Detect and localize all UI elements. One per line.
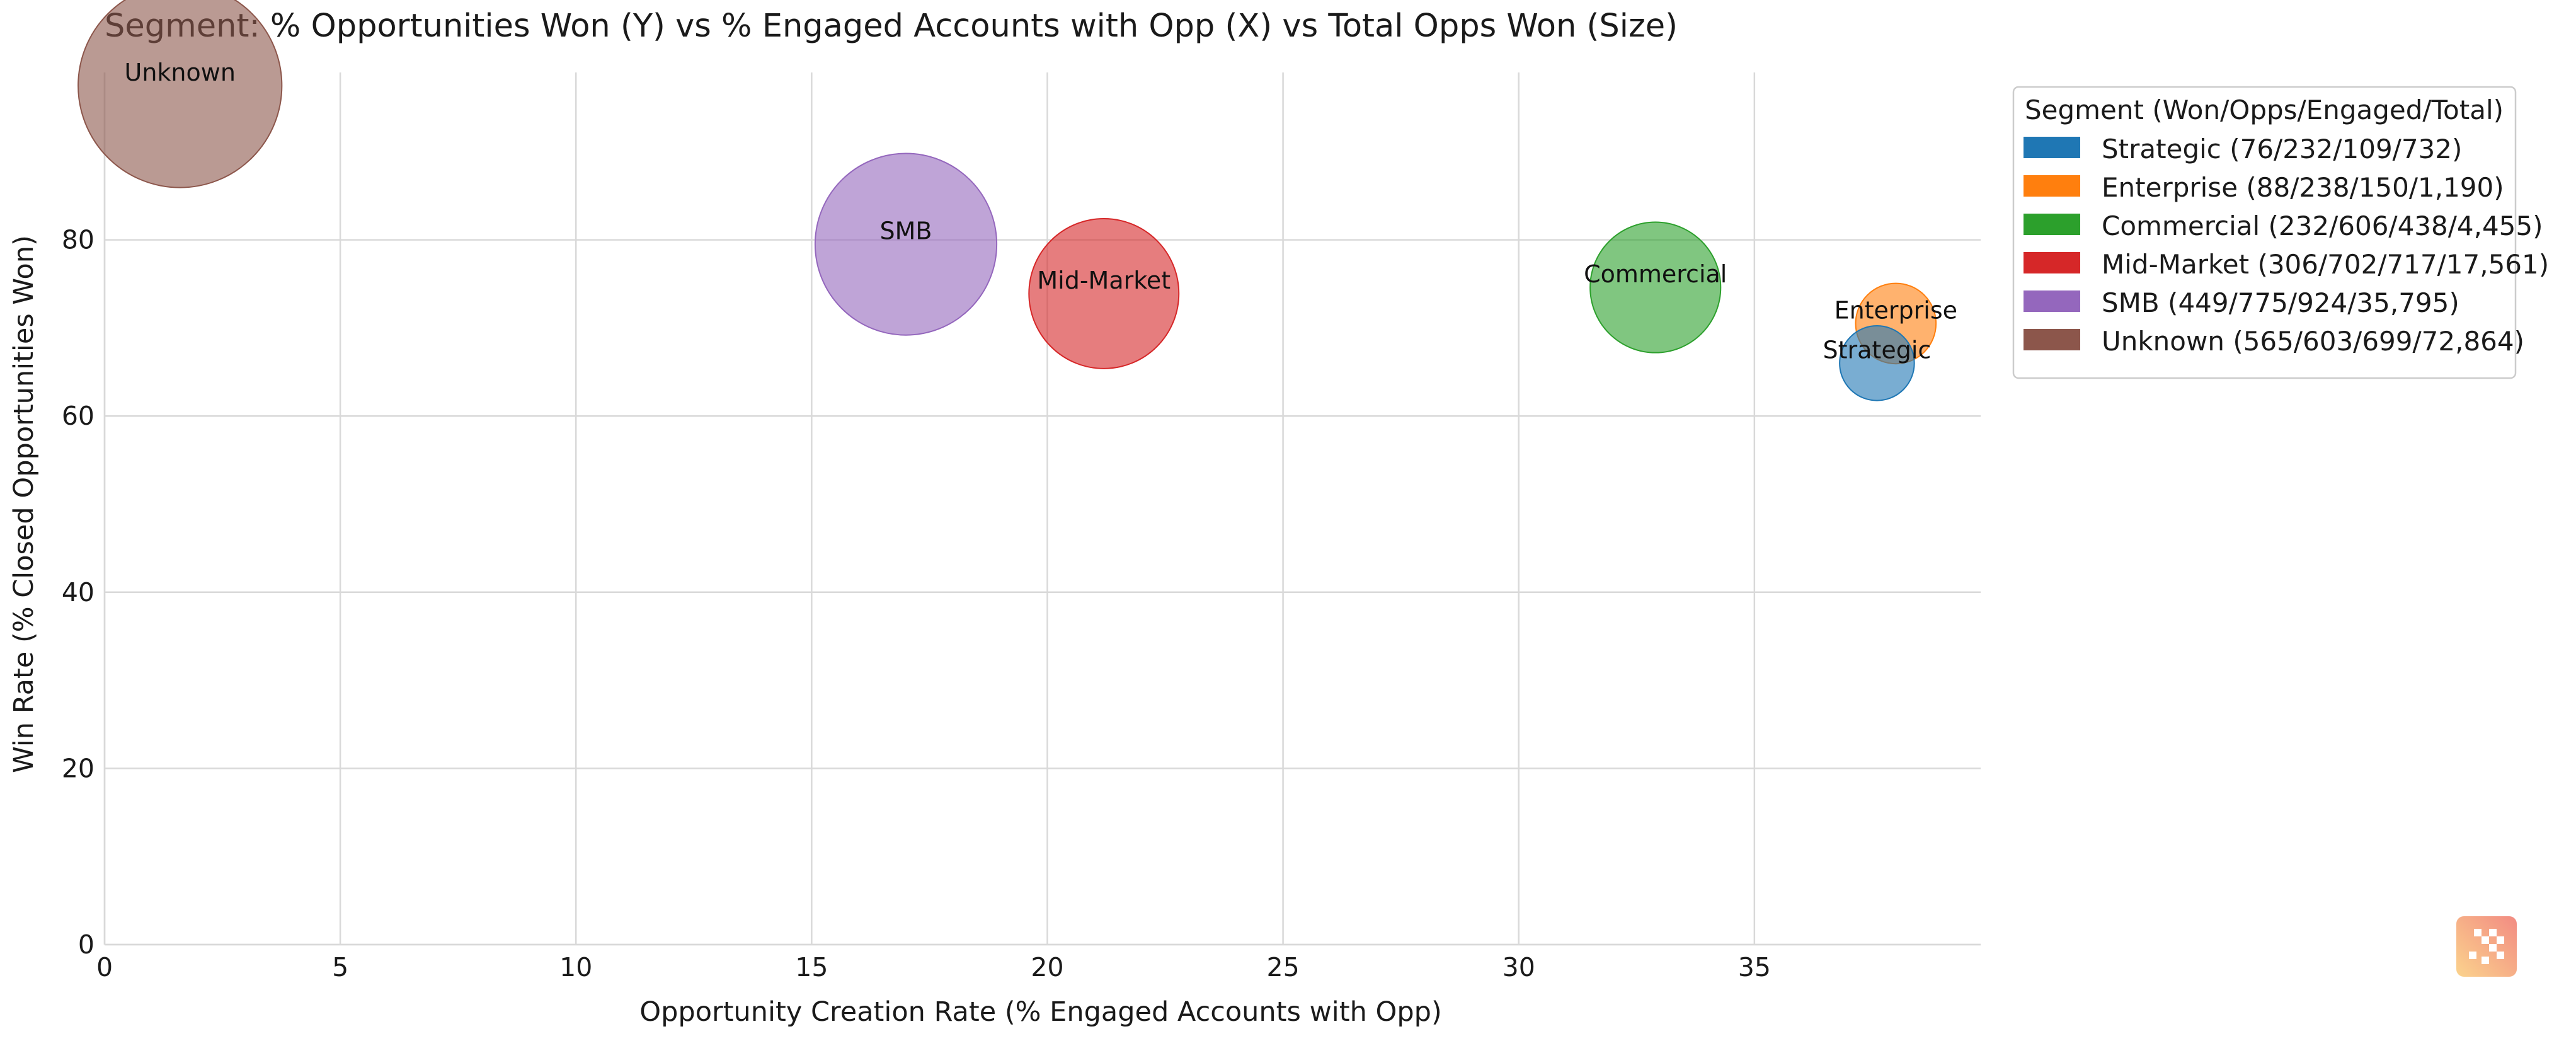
legend-frame	[2012, 86, 2517, 379]
data-points	[77, 0, 1937, 401]
point-label-enterprise: Enterprise	[1835, 296, 1957, 324]
legend-items: Strategic (76/232/109/732) Enterprise (88…	[2024, 134, 2549, 357]
point-label-unknown: Unknown	[125, 59, 236, 86]
x-tick-label: 15	[795, 952, 828, 982]
x-tick-label: 0	[96, 952, 113, 982]
legend-label-unknown: Unknown (565/603/699/72,864)	[2102, 326, 2524, 357]
legend-swatch-commercial	[2024, 214, 2080, 235]
legend-label-mid-market: Mid-Market (306/702/717/17,561)	[2102, 249, 2549, 280]
legend-label-enterprise: Enterprise (88/238/150/1,190)	[2102, 172, 2504, 203]
point-label-mid-market: Mid-Market	[1037, 267, 1171, 294]
legend-label-smb: SMB (449/775/924/35,795)	[2102, 287, 2459, 318]
x-tick-label: 10	[559, 952, 592, 982]
legend-swatch-unknown	[2024, 329, 2080, 350]
x-tick-label: 5	[332, 952, 348, 982]
legend-title: Segment (Won/Opps/Engaged/Total)	[2025, 95, 2504, 125]
x-tick-label: 25	[1267, 952, 1300, 982]
bubble-smb	[814, 152, 998, 336]
point-label-strategic: Strategic	[1823, 336, 1931, 364]
axes: 0 5 10 15 20 25 30 35 0 20 40 60 80	[62, 72, 1981, 982]
x-tick-label: 35	[1738, 952, 1771, 982]
point-label-commercial: Commercial	[1584, 260, 1727, 288]
y-tick-label: 0	[78, 929, 94, 960]
legend-label-commercial: Commercial (232/606/438/4,455)	[2102, 210, 2543, 241]
point-labels: Strategic Enterprise Commercial Mid-Market S…	[125, 59, 1958, 364]
bubble-strategic	[1839, 325, 1915, 401]
bubble-mid-market	[1028, 217, 1180, 369]
y-tick-label: 60	[62, 401, 94, 431]
bubble-commercial	[1589, 221, 1722, 354]
bubble-unknown	[77, 0, 283, 188]
legend-swatch-strategic	[2024, 137, 2080, 158]
legend: Segment (Won/Opps/Engaged/Total) Strateg…	[2012, 86, 2549, 379]
point-label-smb: SMB	[880, 217, 932, 245]
y-axis-label: Win Rate (% Closed Opportunities Won)	[8, 235, 40, 773]
x-axis-label: Opportunity Creation Rate (% Engaged Acc…	[639, 996, 1441, 1028]
legend-swatch-smb	[2024, 290, 2080, 312]
legend-swatch-mid-market	[2024, 252, 2080, 273]
x-tick-label: 30	[1503, 952, 1535, 982]
chart-title: Segment: % Opportunities Won (Y) vs % En…	[105, 8, 1678, 45]
legend-label-strategic: Strategic (76/232/109/732)	[2102, 134, 2462, 164]
legend-swatch-enterprise	[2024, 175, 2080, 197]
y-tick-label: 40	[62, 577, 94, 607]
y-tick-label: 80	[62, 225, 94, 255]
y-tick-label: 20	[62, 753, 94, 783]
x-tick-label: 20	[1031, 952, 1063, 982]
brand-logo-icon	[2456, 916, 2517, 977]
grid	[103, 72, 1981, 946]
